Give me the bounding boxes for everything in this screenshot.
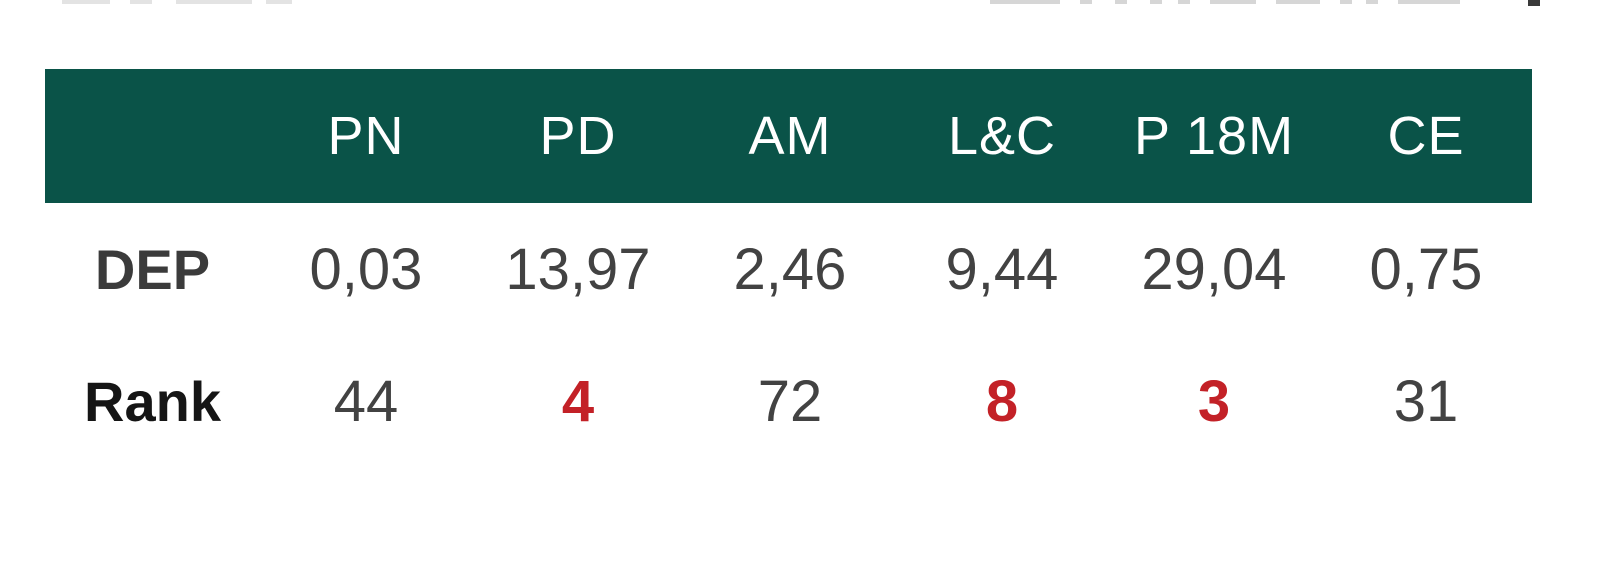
cropped-text-fragment — [1115, 0, 1127, 4]
value-cell: 0,03 — [309, 236, 423, 302]
value-cell: 0,75 — [1369, 236, 1483, 302]
table-row-dep: DEP 0,03 13,97 2,46 9,44 29,04 0,75 — [45, 203, 1532, 335]
value-cell: 72 — [757, 368, 823, 434]
header-cell-am: AM — [748, 106, 832, 166]
header-cell-pn: PN — [327, 106, 405, 166]
value-cell: 8 — [985, 368, 1019, 434]
data-table: PN PD AM L&C P 18M CE DEP 0,03 13,97 2,4… — [45, 69, 1532, 467]
cropped-text-fragment — [176, 0, 252, 4]
value-cell: 29,04 — [1141, 236, 1287, 302]
cropped-text-fragment — [1398, 0, 1460, 4]
cropped-text-fragment — [1150, 0, 1162, 4]
cropped-text-fragment — [990, 0, 1060, 4]
cropped-text-fragment — [1340, 0, 1352, 4]
cropped-text-fragment — [130, 0, 152, 4]
value-cell: 31 — [1393, 368, 1459, 434]
value-cell: 13,97 — [505, 236, 651, 302]
header-cell-lc: L&C — [947, 106, 1057, 166]
value-cell: 3 — [1197, 368, 1231, 434]
table-header-row: PN PD AM L&C P 18M CE — [45, 69, 1532, 203]
cropped-text-fragment — [266, 0, 292, 4]
cropped-text-fragment — [1080, 0, 1092, 4]
value-cell: 44 — [333, 368, 399, 434]
value-cell: 2,46 — [733, 236, 847, 302]
row-label-rank: Rank — [84, 369, 221, 433]
value-cell: 9,44 — [945, 236, 1059, 302]
cropped-text-fragment — [1178, 0, 1190, 4]
header-cell-ce: CE — [1387, 106, 1465, 166]
cropped-text-fragment — [1366, 0, 1378, 4]
header-cell-p18m: P 18M — [1133, 106, 1295, 166]
row-label-dep: DEP — [94, 237, 211, 301]
value-cell: 4 — [561, 368, 595, 434]
cropped-text-fragment — [1528, 0, 1540, 6]
cropped-text-fragment — [1276, 0, 1320, 4]
header-cell-pd: PD — [539, 106, 617, 166]
cropped-text-fragment — [62, 0, 110, 4]
table-row-rank: Rank 44 4 72 8 3 31 — [45, 335, 1532, 467]
cropped-text-fragment — [1210, 0, 1256, 4]
